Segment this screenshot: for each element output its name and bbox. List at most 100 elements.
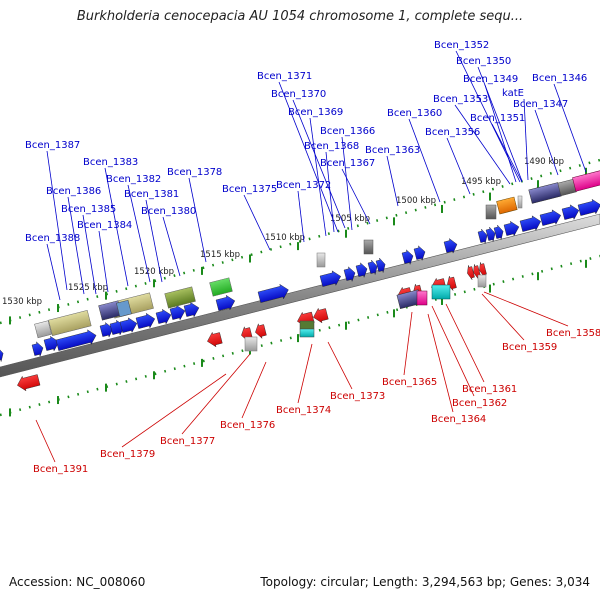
gene-callout-forward: Bcen_1371 [257, 71, 339, 233]
gene-callout-forward: Bcen_1367 [320, 158, 375, 225]
gene-callout-reverse: Bcen_1391 [33, 419, 88, 475]
forward-gene-arrow [99, 322, 114, 338]
gene-callout-reverse: Bcen_1359 [481, 293, 557, 353]
gene-callout-forward: Bcen_1369 [288, 107, 343, 237]
gene-callout-forward: Bcen_1388 [25, 233, 80, 301]
forward-gene-arrow [577, 198, 600, 216]
gene-label: Bcen_1384 [77, 220, 132, 231]
forward-gene-arrow [169, 304, 186, 321]
gene-callout-forward: Bcen_1375 [222, 184, 277, 251]
forward-gene-arrow [119, 317, 138, 333]
gene-segment [477, 274, 487, 288]
genome-summary: Topology: circular; Length: 3,294,563 bp… [260, 575, 590, 589]
forward-gene-arrow [485, 226, 496, 242]
kbp-label: 1490 kbp [524, 157, 564, 167]
forward-gene-arrow [413, 245, 426, 262]
forward-gene-arrow [43, 335, 60, 352]
kbp-label: 1530 kbp [2, 297, 42, 307]
gene-callout-forward: Bcen_1382 [106, 174, 161, 283]
gene-callout-forward: Bcen_1360 [387, 108, 442, 203]
gene-label: Bcen_1387 [25, 140, 80, 151]
gene-label: Bcen_1353 [433, 94, 488, 105]
gene-label: Bcen_1383 [83, 157, 138, 168]
forward-gene-arrow [539, 209, 562, 226]
kbp-label: 1500 kbp [396, 196, 436, 206]
gene-segment [34, 320, 52, 339]
gene-segment [496, 196, 518, 215]
gene-callout-forward: Bcen_1370 [271, 89, 346, 229]
gene-callout-forward: Bcen_1368 [304, 141, 359, 233]
chromosome-title: Burkholderia cenocepacia AU 1054 chromos… [76, 9, 524, 24]
forward-genes [0, 198, 600, 362]
kbp-label: 1520 kbp [134, 267, 174, 277]
reverse-gene-arrow [313, 307, 329, 324]
forward-gene-arrow [355, 262, 368, 279]
forward-gene-arrow [319, 270, 342, 287]
gene-callout-forward: Bcen_1380 [141, 206, 196, 277]
gene-callout-forward: Bcen_1378 [167, 167, 222, 263]
forward-colored-genes [34, 169, 600, 339]
gene-label: Bcen_1352 [434, 40, 489, 51]
gene-label: Bcen_1349 [463, 74, 518, 85]
forward-gene-arrow [375, 257, 386, 273]
gene-label: Bcen_1364 [431, 414, 486, 425]
gene-label: Bcen_1382 [106, 174, 161, 185]
gene-label: Bcen_1379 [100, 449, 155, 460]
forward-gene-arrow [367, 259, 378, 275]
gene-segment [299, 328, 315, 338]
gene-label: Bcen_1375 [222, 184, 277, 195]
reverse-gene-arrow [467, 265, 475, 280]
reverse-gene-arrow [207, 331, 223, 348]
forward-gene-callouts: Bcen_1352 Bcen_1350 Bcen_1346 Bcen_1349 katE… [25, 40, 587, 301]
gene-label: Bcen_1391 [33, 464, 88, 475]
gene-callout-forward: Bcen_1381 [124, 189, 179, 283]
forward-gene-arrow [0, 346, 4, 362]
forward-gene-arrow [401, 249, 414, 266]
forward-gene-arrow [503, 220, 520, 237]
gene-callout-forward: Bcen_1353 [433, 94, 511, 185]
kbp-label: 1525 kbp [68, 283, 108, 293]
gene-label: Bcen_1371 [257, 71, 312, 82]
gene-label: Bcen_1380 [141, 206, 196, 217]
gene-label: Bcen_1359 [502, 342, 557, 353]
gene-label: Bcen_1388 [25, 233, 80, 244]
gene-label: Bcen_1378 [167, 167, 222, 178]
chromosome-backbone [0, 213, 600, 378]
gene-segment [363, 239, 374, 255]
forward-gene-arrow [477, 228, 488, 244]
gene-label: Bcen_1356 [425, 127, 480, 138]
reverse-gene-arrow [17, 374, 41, 392]
gene-label: Bcen_1366 [320, 126, 375, 137]
gene-segment [164, 286, 196, 309]
gene-label: Bcen_1374 [276, 405, 331, 416]
gene-callout-forward: Bcen_1387 [25, 140, 80, 291]
gene-segment [48, 310, 92, 337]
gene-callout-reverse: Bcen_1377 [160, 353, 251, 447]
gene-segment [244, 336, 258, 352]
reverse-genes [17, 262, 487, 392]
kbp-ticks [9, 167, 587, 417]
gene-callout-forward: Bcen_1349 [463, 74, 518, 183]
kbp-label: 1510 kbp [265, 233, 305, 243]
gene-label: Bcen_1372 [276, 180, 331, 191]
gene-label: Bcen_1376 [220, 420, 275, 431]
gene-label: Bcen_1381 [124, 189, 179, 200]
gene-map[interactable]: 1490 kbp 1495 kbp 1500 kbp 1505 kbp 1510 kbp… [0, 0, 600, 570]
gene-segment [316, 252, 326, 268]
gene-label: Bcen_1377 [160, 436, 215, 447]
gene-callout-forward: Bcen_1383 [83, 157, 138, 287]
gene-callout-reverse: Bcen_1379 [100, 373, 227, 460]
gene-label: Bcen_1385 [61, 204, 116, 215]
gene-label: Bcen_1361 [462, 384, 517, 395]
gene-segment [431, 284, 451, 300]
gene-callout-reverse: Bcen_1362 [431, 305, 507, 409]
kbp-label: 1515 kbp [200, 250, 240, 260]
gene-segment [572, 169, 600, 192]
gene-callout-reverse: Bcen_1373 [327, 341, 385, 402]
gene-callout-reverse: Bcen_1374 [276, 343, 331, 416]
gene-label: Bcen_1362 [452, 398, 507, 409]
gene-callout-reverse: Bcen_1358 [483, 291, 600, 339]
gene-label: Bcen_1347 [513, 99, 568, 110]
forward-gene-arrow [519, 215, 542, 232]
